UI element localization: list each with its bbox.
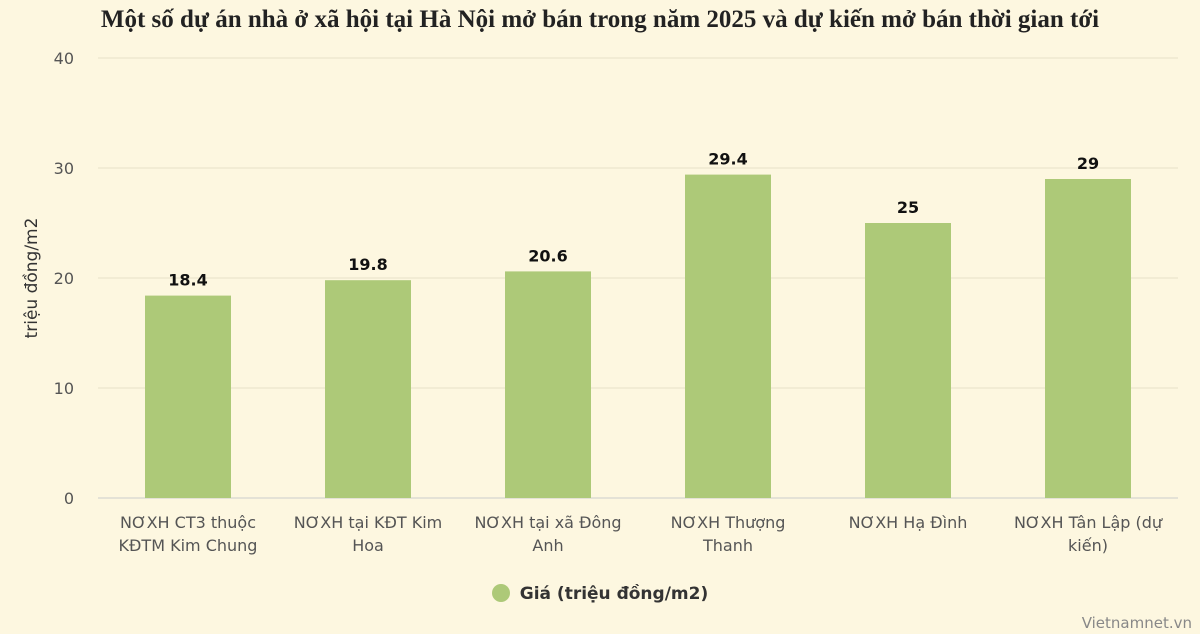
chart-title: Một số dự án nhà ở xã hội tại Hà Nội mở …	[100, 6, 1100, 33]
y-axis-label: triệu đồng/m2	[21, 218, 42, 339]
x-tick-label: kiến)	[1068, 536, 1108, 555]
legend-swatch	[491, 584, 510, 602]
y-tick-label: 20	[54, 269, 74, 288]
x-tick-label: KĐTM Kim Chung	[119, 536, 258, 555]
x-tick-label: Anh	[532, 536, 563, 555]
y-tick-label: 40	[54, 49, 74, 68]
data-label: 29.4	[708, 150, 747, 169]
bar	[685, 174, 771, 498]
x-tick-label: Hoa	[352, 536, 384, 555]
x-tick-label: NƠXH tại KĐT Kim	[294, 513, 443, 532]
data-label: 20.6	[528, 246, 567, 265]
legend[interactable]: Giá (triệu đồng/m2)	[0, 584, 1200, 604]
x-tick-label: Thanh	[702, 536, 753, 555]
bar	[1045, 179, 1131, 498]
bar	[505, 271, 591, 498]
source-credit: Vietnamnet.vn	[1081, 614, 1192, 632]
data-label: 19.8	[348, 255, 387, 274]
data-label: 29	[1077, 154, 1099, 173]
x-tick-label: NƠXH Thượng	[671, 513, 786, 532]
y-tick-label: 10	[54, 379, 74, 398]
bar	[865, 223, 951, 498]
x-tick-label: NƠXH CT3 thuộc	[120, 513, 256, 532]
legend-label: Giá (triệu đồng/m2)	[519, 584, 709, 604]
x-tick-label: NƠXH Tân Lập (dự	[1014, 513, 1163, 532]
x-tick-label: NƠXH tại xã Đông	[474, 513, 621, 532]
data-label: 18.4	[168, 271, 207, 290]
bar	[145, 295, 231, 498]
y-tick-label: 30	[54, 159, 74, 178]
bar	[325, 280, 411, 498]
y-tick-label: 0	[64, 489, 74, 508]
data-label: 25	[897, 198, 919, 217]
x-tick-label: NƠXH Hạ Đình	[849, 513, 968, 532]
